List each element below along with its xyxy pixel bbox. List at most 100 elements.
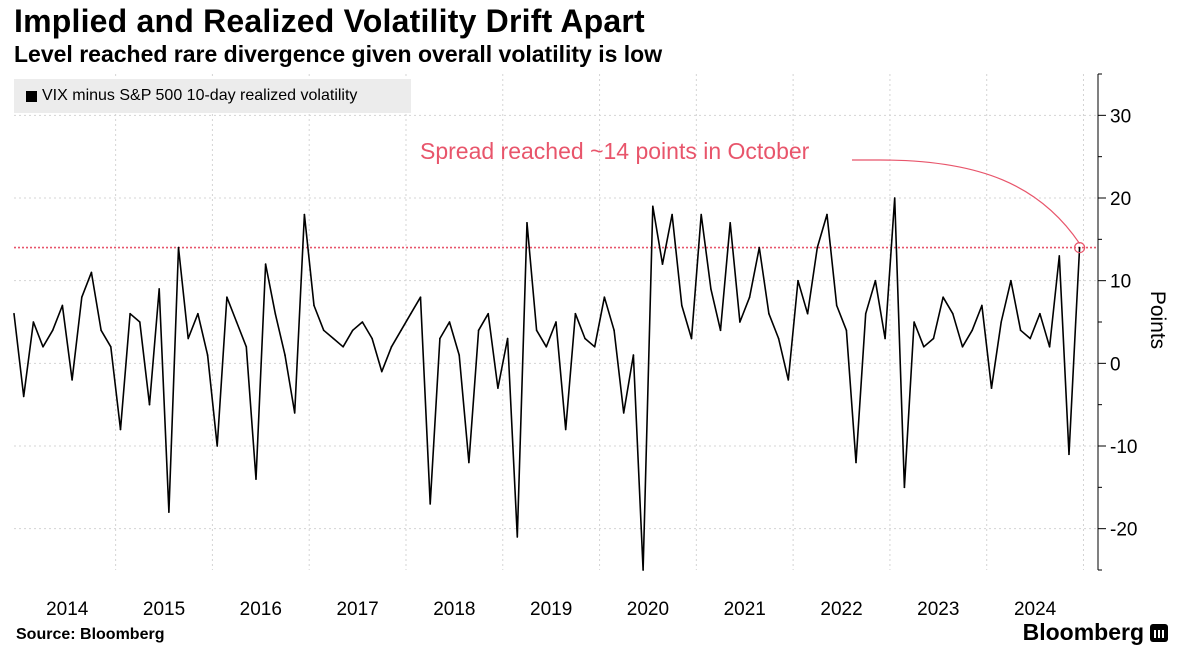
x-axis: 2014 2015 2016 2017 2018 2019 2020 2021 2022 2023… [46,599,1057,620]
brand-name: Bloomberg [1022,619,1144,645]
chart-title: Implied and Realized Volatility Drift Ap… [14,3,645,39]
data-point [661,263,664,265]
data-point [371,337,373,340]
data-point [719,329,722,332]
data-point [61,304,64,307]
legend-swatch [26,90,37,102]
series-group [13,197,1081,571]
data-point [797,279,799,282]
data-point [390,346,393,348]
chart-subtitle: Level reached rare divergence given over… [14,41,663,67]
data-point [671,213,673,216]
annotation-label: Spread reached ~14 points in October [420,138,810,164]
data-point [903,486,906,489]
data-point [942,296,944,299]
y-tick-label: -20 [1110,520,1137,541]
data-point [622,412,625,414]
data-point [613,329,615,332]
data-point [293,412,296,414]
x-tick-label: 2024 [1014,599,1057,620]
data-point [13,312,15,315]
data-point [216,445,219,447]
x-tick-label: 2015 [143,599,185,620]
data-point [274,312,277,315]
data-point [1074,321,1077,323]
data-point [603,296,606,299]
data-point [1058,255,1061,257]
data-point [961,346,964,348]
data-point [119,428,122,431]
data-point [913,321,915,323]
data-point [835,304,838,307]
data-point [429,503,431,505]
data-point [148,403,151,406]
data-point [739,321,741,323]
data-point [845,329,848,332]
data-point [1039,312,1041,315]
annotation-marker [1074,242,1086,254]
data-point [284,354,286,356]
data-point [351,329,354,332]
data-point [342,346,344,348]
data-point [729,222,732,224]
data-point [700,213,702,216]
data-point [497,387,499,389]
data-point [439,337,441,340]
data-point [32,321,35,323]
data-point [129,312,131,315]
data-point [855,461,857,464]
data-point [177,246,180,249]
data-point [109,346,112,348]
data-point [1019,329,1022,332]
y-tick-label: 0 [1110,354,1121,375]
data-point [51,329,54,332]
data-point [255,478,257,480]
data-point [71,379,73,381]
data-point [419,296,422,299]
annotation-group: Spread reached ~14 points in October [420,138,1086,254]
data-point [584,337,586,340]
data-point [535,329,538,332]
y-tick-label: -10 [1110,437,1137,458]
legend-label: VIX minus S&P 500 10-day realized volati… [42,87,358,104]
x-tick-label: 2016 [240,599,282,620]
data-point [632,354,635,356]
data-point [526,222,528,224]
x-tick-label: 2014 [46,599,89,620]
annotation-leader [852,159,1081,244]
data-point [971,329,973,332]
data-point [545,346,548,348]
data-point [516,536,519,538]
data-point [42,346,44,348]
data-point [332,337,335,340]
data-point [768,312,770,315]
data-point [555,321,557,323]
data-point [477,329,480,332]
y-tick-label: 10 [1110,272,1131,293]
data-point [506,337,509,340]
data-point [952,312,954,315]
data-point [361,321,364,323]
bloomberg-icon [1150,623,1168,642]
data-point [410,312,412,315]
data-point [226,296,228,299]
data-point [322,329,325,332]
data-point [893,197,896,199]
data-point [1000,321,1003,323]
data-point [303,213,306,216]
data-point [874,279,877,282]
data-point [864,312,867,315]
data-point [487,312,490,315]
y-tick-label: 20 [1110,189,1131,210]
data-point [400,329,402,332]
data-point [922,346,925,348]
x-tick-label: 2023 [917,599,959,620]
y-axis: -20 -10 0 10 20 30 Points [1097,73,1169,571]
x-tick-label: 2017 [336,599,378,620]
data-point [710,288,712,290]
data-point [90,271,93,274]
data-point [380,370,383,373]
data-point [1029,337,1032,340]
data-point [187,337,190,340]
data-point [681,304,683,307]
